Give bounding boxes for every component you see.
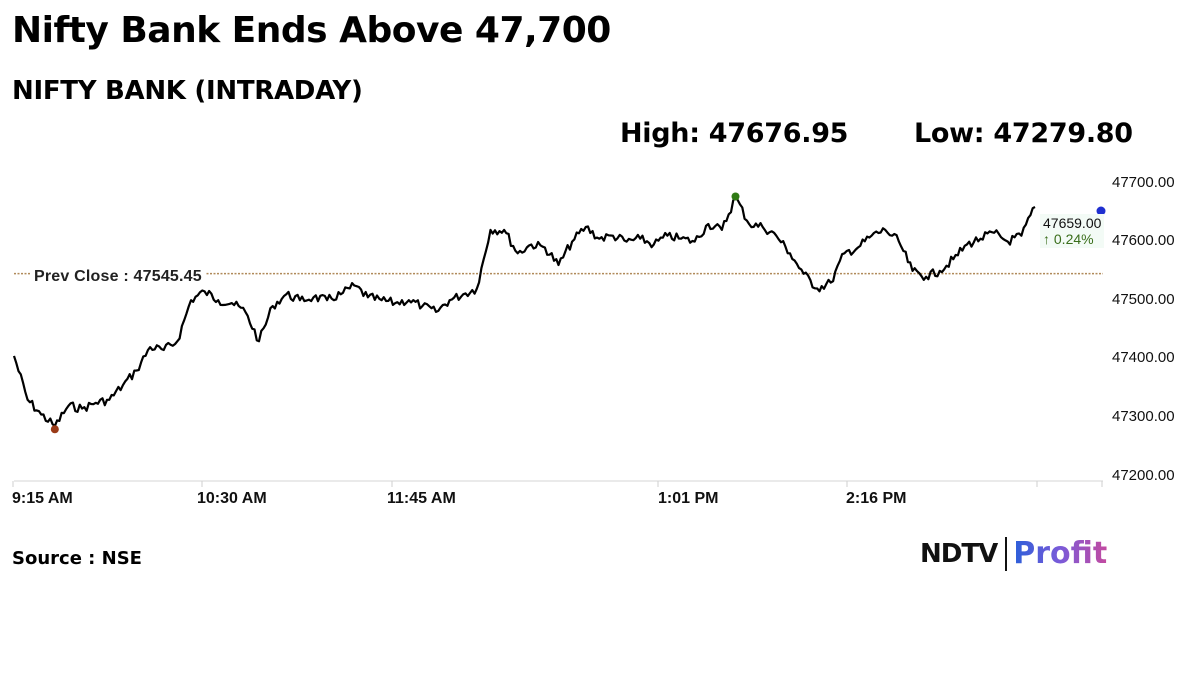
logo-ndtv-text: NDTV — [920, 538, 998, 569]
change-percent: ↑ 0.24% — [1043, 231, 1094, 247]
x-tick-label: 10:30 AM — [197, 490, 267, 507]
low-marker — [50, 425, 59, 434]
headline: Nifty Bank Ends Above 47,700 — [12, 10, 611, 51]
ndtv-profit-logo: NDTV Profit — [920, 536, 1107, 571]
last-price-box: 47659.00 ↑ 0.24% — [1040, 214, 1105, 248]
y-tick-label: 47600.00 — [1112, 232, 1175, 249]
x-tick-label: 9:15 AM — [12, 490, 73, 507]
high-marker — [731, 192, 740, 201]
x-tick-label: 11:45 AM — [387, 490, 456, 507]
last-price: 47659.00 — [1043, 215, 1102, 231]
price-line — [12, 196, 1036, 428]
y-tick-label: 47200.00 — [1112, 467, 1175, 484]
source-label: Source : NSE — [12, 548, 142, 569]
chart-title: NIFTY BANK (INTRADAY) — [12, 76, 363, 106]
x-axis-ticks — [12, 481, 1103, 487]
last-price-marker — [1096, 206, 1106, 216]
x-tick-label: 1:01 PM — [658, 490, 719, 507]
y-tick-label: 47400.00 — [1112, 349, 1175, 366]
y-tick-label: 47300.00 — [1112, 408, 1175, 425]
y-tick-label: 47500.00 — [1112, 291, 1175, 308]
low-value: Low: 47279.80 — [914, 118, 1133, 149]
y-tick-label: 47700.00 — [1112, 174, 1175, 191]
logo-profit-text: Profit — [1013, 536, 1108, 571]
prev-close-label: Prev Close : 47545.45 — [30, 268, 206, 286]
x-tick-label: 2:16 PM — [846, 490, 907, 507]
high-value: High: 47676.95 — [620, 118, 849, 149]
logo-divider — [1005, 536, 1008, 571]
